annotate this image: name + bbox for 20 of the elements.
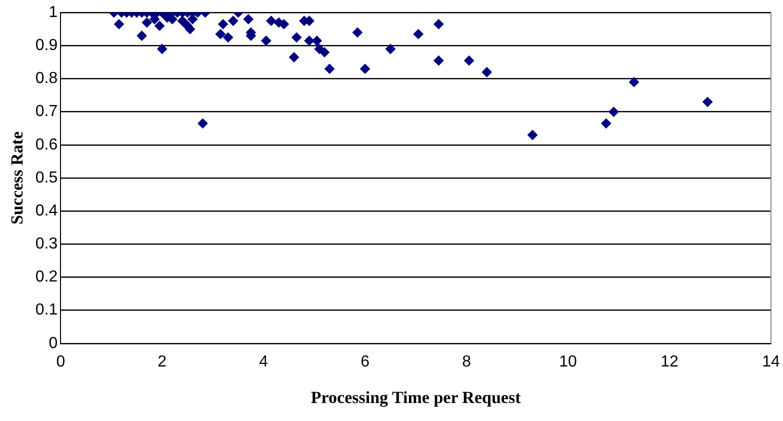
- x-tick-label: 10: [559, 353, 578, 370]
- y-tick-label: 0.3: [35, 236, 58, 253]
- y-tick-label: 0.8: [35, 70, 58, 88]
- x-axis-title: Processing Time per Request: [310, 388, 522, 408]
- x-tick-label: 4: [259, 353, 268, 370]
- y-tick-label: 0: [48, 334, 58, 352]
- x-tick-label: 8: [462, 353, 472, 370]
- y-tick-label: 0.6: [35, 136, 58, 154]
- y-tick-label: 0.4: [35, 202, 58, 220]
- y-axis-title: Success Rate: [8, 131, 27, 225]
- x-tick-label: 2: [158, 353, 167, 370]
- y-tick-label: 0.1: [35, 302, 58, 319]
- y-tick-label: 0.5: [35, 169, 58, 186]
- x-tick-label: 14: [762, 353, 780, 370]
- x-tick-label: 6: [360, 353, 370, 370]
- x-tick-label: 12: [660, 353, 679, 370]
- y-tick-label: 0.2: [35, 268, 58, 286]
- y-tick-label: 1: [48, 4, 58, 22]
- y-tick-label: 0.9: [35, 37, 58, 54]
- y-tick-label: 0.7: [35, 103, 58, 120]
